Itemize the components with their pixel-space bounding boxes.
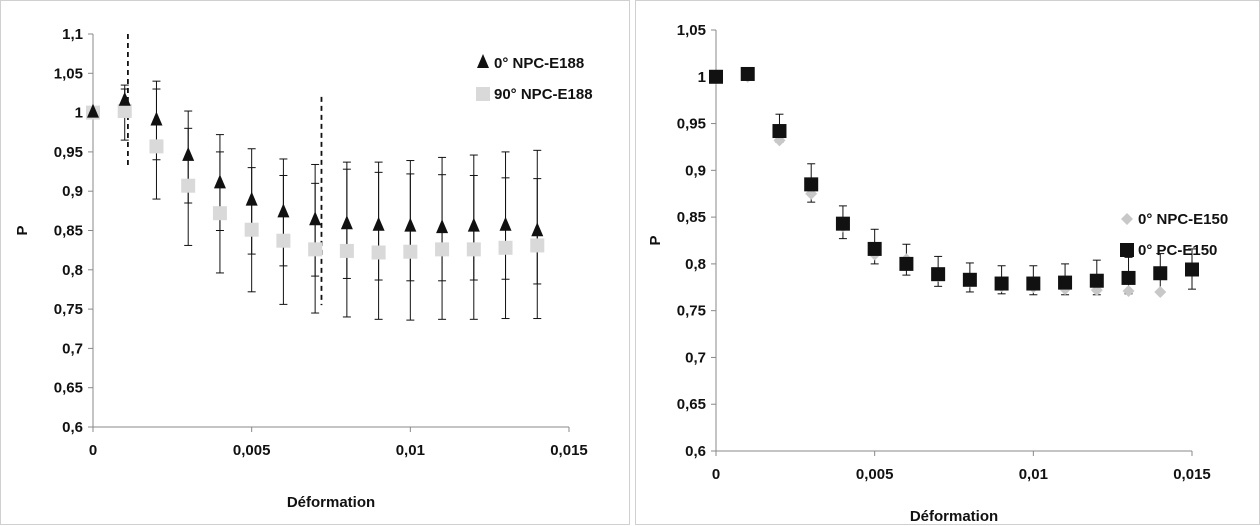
y-tick-label: 0,7 — [62, 340, 83, 357]
data-point — [1089, 273, 1104, 288]
x-tick-label: 0,005 — [856, 466, 894, 483]
chart-panel-left: 0,6 0,65 0,7 0,75 0,8 0,85 0,9 0,95 1 1,05 1,1 0 0,0… — [0, 0, 630, 525]
series-1-points — [86, 104, 545, 260]
data-point — [308, 242, 323, 257]
x-tick-label: 0 — [89, 442, 97, 459]
data-point — [772, 124, 787, 139]
y-tick-label: 0,85 — [54, 223, 83, 240]
legend-label: 90° NPC-E188 — [494, 86, 593, 103]
y-tick-label: 0,8 — [685, 256, 706, 273]
data-point — [1185, 262, 1199, 277]
x-tick-label: 0,01 — [396, 442, 425, 459]
data-point — [962, 272, 977, 287]
chart-panel-right: 0,6 0,65 0,7 0,75 0,8 0,85 0,9 0,95 1 1,05 0 0,005 0… — [635, 0, 1260, 525]
legend-label: 0° PC-E150 — [1138, 242, 1217, 259]
x-axis-label: Déformation — [287, 494, 375, 511]
data-point — [244, 222, 259, 237]
data-point — [403, 244, 418, 259]
legend-marker — [477, 54, 489, 68]
data-point — [1153, 266, 1168, 281]
data-point — [1058, 275, 1073, 290]
y-tick-label: 0,75 — [54, 301, 83, 318]
data-point — [117, 104, 132, 119]
data-point — [372, 216, 385, 231]
data-point — [276, 233, 291, 248]
x-tick-label: 0,01 — [1019, 466, 1048, 483]
y-tick-label: 0,85 — [677, 209, 706, 226]
legend-marker — [1121, 213, 1133, 225]
data-point — [931, 267, 946, 282]
y-tick-label: 0,8 — [62, 262, 83, 279]
data-point — [150, 111, 163, 126]
chart-right: 0,6 0,65 0,7 0,75 0,8 0,85 0,9 0,95 1 1,05 0 0,005 0… — [647, 22, 1228, 525]
data-point — [709, 69, 723, 84]
y-tick-label: 0,95 — [677, 116, 706, 133]
error-bars-series-1 — [120, 88, 542, 321]
series-1-points — [709, 66, 1199, 291]
data-point — [212, 206, 227, 221]
y-axis-label: P — [647, 235, 664, 245]
data-point — [436, 219, 449, 234]
data-point — [309, 211, 322, 226]
x-tick-label: 0,015 — [1173, 466, 1211, 483]
y-tick-label: 1,1 — [62, 26, 83, 43]
y-tick-label: 0,95 — [54, 144, 83, 161]
y-tick-label: 0,65 — [677, 396, 706, 413]
data-point — [181, 178, 196, 193]
data-point — [899, 256, 914, 271]
y-tick-label: 0,7 — [685, 349, 706, 366]
data-point — [1122, 285, 1135, 298]
series-0-points — [87, 91, 544, 237]
y-tick-label: 0,6 — [62, 419, 83, 436]
x-axis-label: Déformation — [910, 508, 998, 525]
y-tick-label: 1,05 — [677, 22, 706, 39]
data-point — [213, 174, 226, 189]
chart-left: 0,6 0,65 0,7 0,75 0,8 0,85 0,9 0,95 1 1,05 1,1 0 0,0… — [14, 26, 593, 511]
x-tick-label: 0,005 — [233, 442, 271, 459]
y-tick-label: 0,6 — [685, 443, 706, 460]
data-point — [87, 103, 99, 118]
legend-marker — [476, 87, 490, 101]
y-axis-label: P — [14, 225, 31, 235]
y-tick-label: 0,9 — [62, 183, 83, 200]
y-tick-label: 0,9 — [685, 162, 706, 179]
data-point — [466, 242, 481, 257]
data-point — [498, 240, 513, 255]
data-point — [1026, 276, 1041, 291]
data-point — [340, 215, 353, 230]
data-point — [530, 238, 545, 253]
y-tick-label: 1,05 — [54, 65, 83, 82]
y-tick-label: 1 — [75, 105, 83, 122]
y-tick-label: 0,65 — [54, 380, 83, 397]
data-point — [531, 222, 544, 237]
data-point — [499, 216, 512, 231]
data-point — [277, 203, 290, 218]
legend-label: 0° NPC-E150 — [1138, 211, 1228, 228]
x-tick-label: 0 — [712, 466, 720, 483]
legend-label: 0° NPC-E188 — [494, 55, 584, 72]
data-point — [835, 216, 850, 231]
data-point — [867, 241, 882, 256]
x-tick-label: 0,015 — [550, 442, 588, 459]
data-point — [339, 243, 354, 258]
y-tick-label: 0,75 — [677, 303, 706, 320]
data-point — [804, 177, 819, 192]
data-point — [1154, 285, 1167, 298]
data-point — [182, 146, 195, 161]
data-point — [740, 66, 755, 81]
data-point — [1121, 270, 1136, 285]
error-bars-series-1 — [775, 113, 1196, 296]
data-point — [994, 276, 1009, 291]
data-point — [149, 139, 164, 154]
y-tick-label: 1 — [698, 69, 706, 86]
data-point — [404, 217, 417, 232]
data-point — [371, 245, 386, 260]
legend-marker — [1120, 243, 1134, 257]
data-point — [118, 91, 131, 106]
data-point — [245, 191, 258, 206]
data-point — [467, 217, 480, 232]
data-point — [435, 242, 450, 257]
